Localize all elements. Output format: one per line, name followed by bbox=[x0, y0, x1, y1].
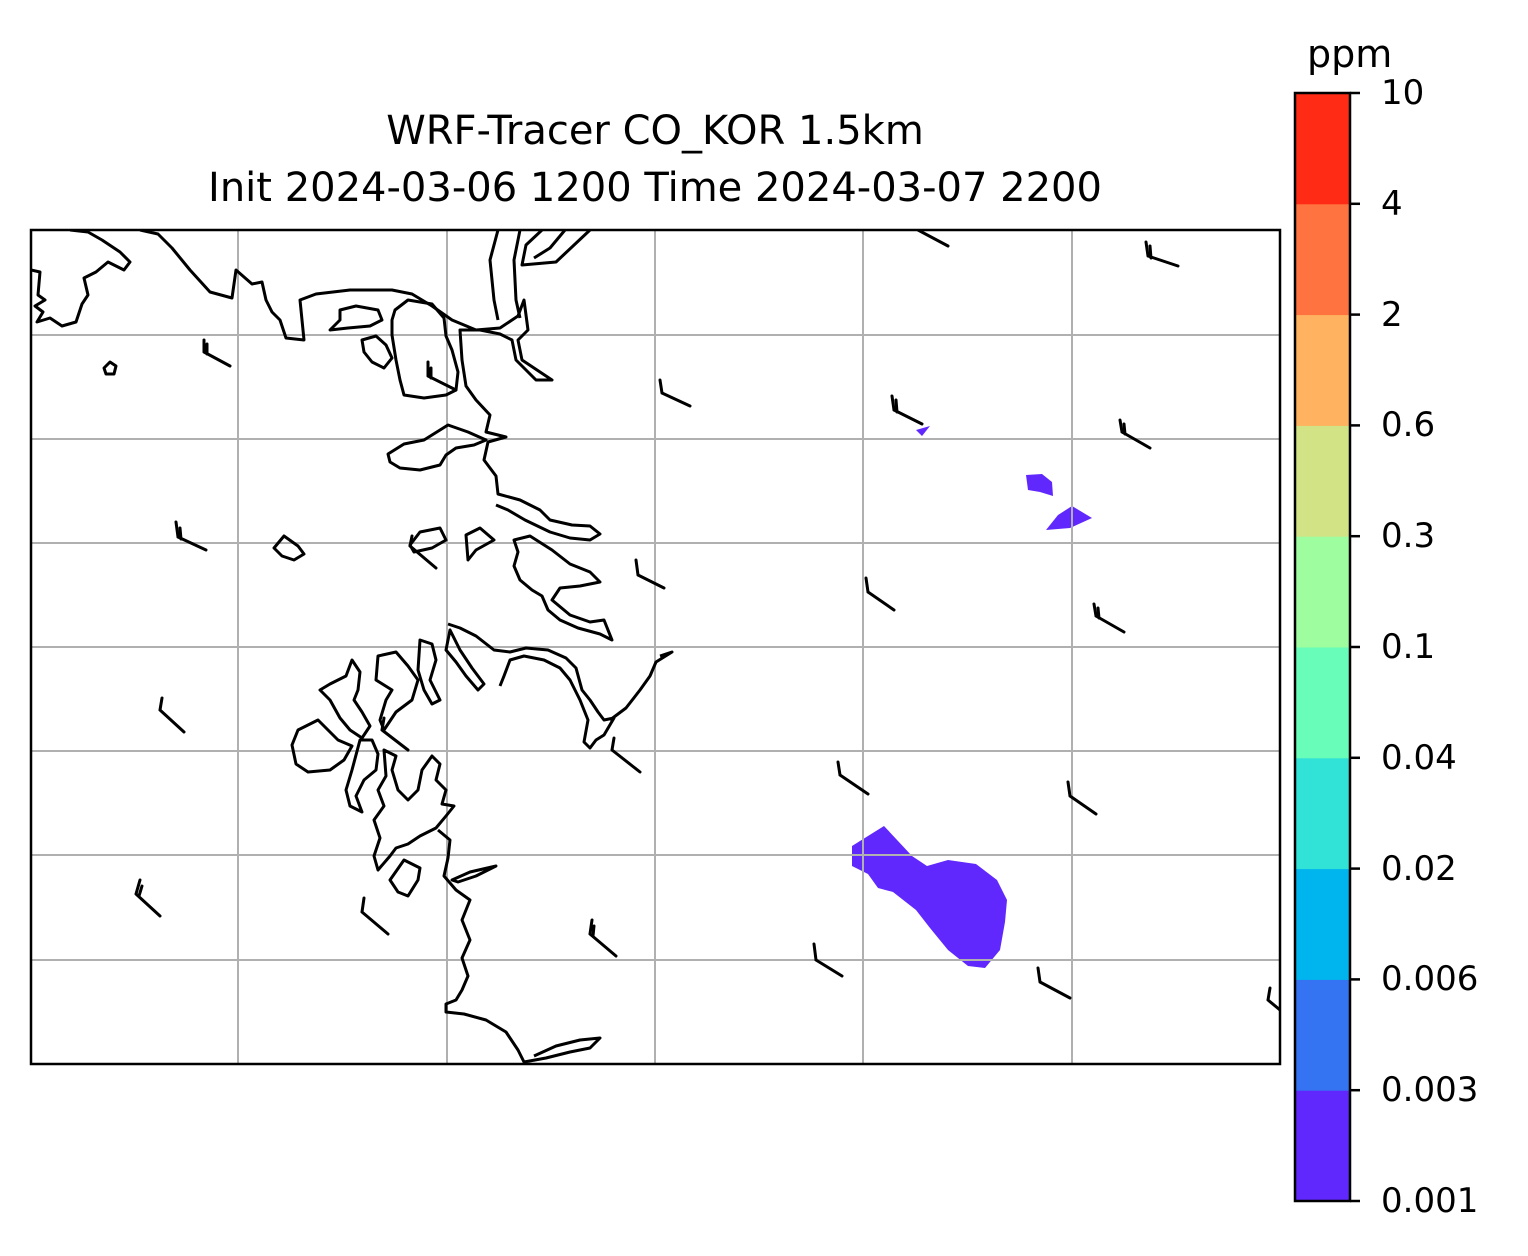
colorbar-tick-label: 0.6 bbox=[1381, 405, 1436, 446]
colorbar-segment bbox=[1295, 425, 1350, 537]
chart-title-line2: Init 2024-03-06 1200 Time 2024-03-07 220… bbox=[208, 165, 1102, 211]
tracer-region-1 bbox=[916, 426, 930, 436]
colorbar-segment bbox=[1295, 1090, 1350, 1202]
colorbar-tick-label: 0.006 bbox=[1381, 959, 1479, 1000]
colorbar-segment bbox=[1295, 314, 1350, 426]
colorbar bbox=[1293, 91, 1360, 1203]
colorbar-tick-label: 0.001 bbox=[1381, 1181, 1479, 1221]
colorbar-tick-label: 10 bbox=[1381, 73, 1425, 113]
colorbar-tick-label: 0.02 bbox=[1381, 848, 1457, 889]
chart-title-line1: WRF-Tracer CO_KOR 1.5km bbox=[386, 108, 924, 154]
colorbar-segment bbox=[1295, 536, 1350, 648]
colorbar-tick-label: 0.1 bbox=[1381, 627, 1436, 667]
wind-barb-icon bbox=[134, 230, 1280, 1012]
colorbar-tick-label: 4 bbox=[1381, 183, 1403, 224]
colorbar-segment bbox=[1295, 203, 1350, 316]
colorbar-segment bbox=[1295, 868, 1350, 980]
tracer-region-3 bbox=[1046, 506, 1092, 530]
colorbar-tick-label: 2 bbox=[1381, 294, 1403, 335]
colorbar-tick-label: 0.04 bbox=[1381, 737, 1457, 778]
coastline-icon bbox=[31, 230, 674, 1064]
tracer-region-4 bbox=[852, 826, 1007, 968]
colorbar-segment bbox=[1295, 979, 1350, 1091]
colorbar-segment bbox=[1295, 757, 1350, 870]
map-frame bbox=[29, 228, 1282, 1066]
colorbar-tick-label: 0.003 bbox=[1381, 1070, 1479, 1111]
tracer-contours bbox=[852, 426, 1092, 968]
colorbar-tick-label: 0.3 bbox=[1381, 516, 1436, 557]
gridlines bbox=[31, 230, 1280, 1064]
colorbar-unit-label: ppm bbox=[1307, 32, 1393, 76]
tracer-region-2 bbox=[1026, 474, 1053, 496]
colorbar-segment bbox=[1295, 93, 1350, 205]
colorbar-segment bbox=[1295, 647, 1350, 759]
